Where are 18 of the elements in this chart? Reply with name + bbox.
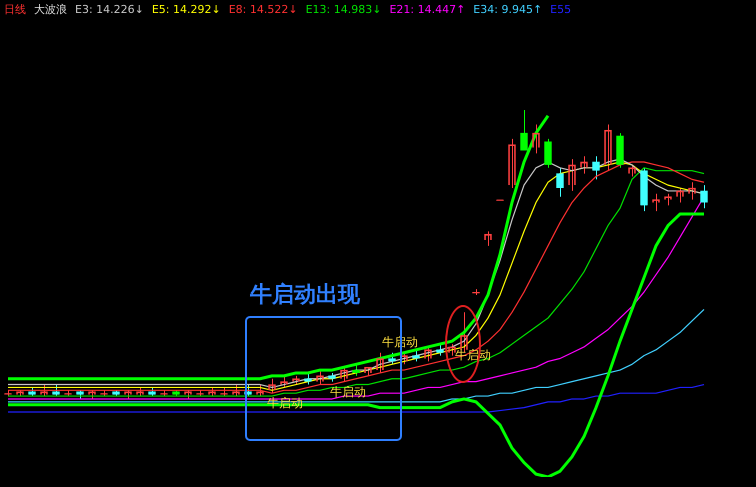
text: E34: 9.945↑: [473, 3, 542, 16]
text: E21: 14.447↑: [389, 3, 466, 16]
text: E55: [550, 3, 572, 16]
text: E3: 14.226↓: [75, 3, 144, 16]
text: E5: 14.292↓: [152, 3, 221, 16]
candlestick: [436, 344, 444, 356]
candlestick: [412, 349, 420, 362]
candlestick: [52, 384, 60, 397]
text: E13: 14.983↓: [306, 3, 382, 16]
candlestick: [388, 352, 396, 365]
candlestick: [544, 138, 552, 168]
text: E8: 14.522↓: [228, 3, 298, 16]
chart-title: 日线: [4, 3, 26, 16]
chart-subtitle: 大波浪: [34, 3, 67, 16]
annotation: 牛启动: [330, 385, 366, 400]
candlestick: [556, 167, 564, 198]
candlestick: [352, 364, 360, 376]
annotation: 牛启动出现: [249, 282, 361, 308]
